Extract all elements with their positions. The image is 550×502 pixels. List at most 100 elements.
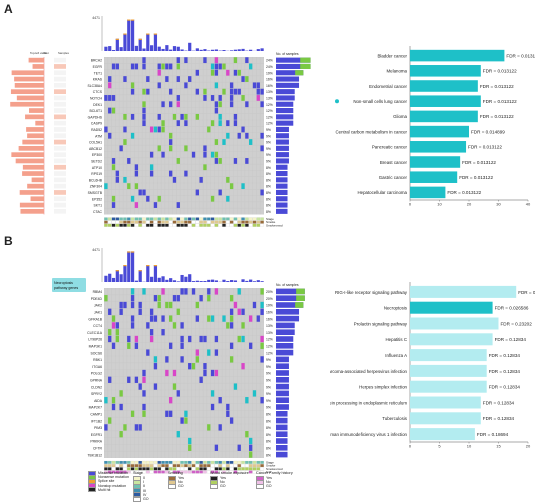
grid-cell	[229, 113, 234, 120]
grid-cell	[130, 101, 135, 108]
grid-cell	[256, 164, 260, 171]
grid-cell	[153, 151, 158, 158]
grid-cell	[115, 95, 119, 101]
grid-cell	[229, 76, 234, 82]
clinical-cell	[123, 223, 127, 227]
grid-cell	[115, 356, 119, 363]
grid-cell	[252, 424, 257, 431]
grid-cell	[165, 139, 169, 145]
mutation-cell	[134, 183, 139, 190]
mutation-cell	[195, 113, 199, 120]
grid-cell	[149, 145, 154, 152]
grid-cell	[252, 295, 257, 302]
grid-cell	[207, 342, 211, 349]
grid-cell	[165, 390, 169, 397]
gene-label: CTAC	[93, 210, 103, 214]
mutation-cell	[172, 295, 177, 302]
grid-cell	[241, 82, 245, 89]
clinical-cell	[134, 470, 139, 474]
tmb-bar	[134, 280, 138, 282]
grid-cell	[207, 208, 211, 215]
grid-cell	[229, 164, 234, 171]
grid-cell	[142, 431, 146, 438]
tmb-bar	[104, 275, 108, 282]
grid-cell	[252, 176, 257, 183]
grid-cell	[108, 126, 112, 133]
grid-cell	[123, 208, 127, 215]
grid-cell	[252, 113, 257, 120]
grid-cell	[111, 335, 116, 343]
mutation-cell	[237, 288, 241, 295]
clinical-cell	[111, 464, 116, 468]
clinical-cell	[168, 470, 173, 474]
grid-cell	[123, 335, 127, 343]
clinical-cell	[119, 220, 123, 224]
grid-cell	[169, 308, 173, 315]
clinical-cell	[126, 464, 131, 468]
grid-cell	[153, 308, 158, 315]
grid-cell	[207, 120, 211, 127]
grid-cell	[153, 424, 158, 431]
mutation-cell	[210, 369, 215, 377]
gene-percent: 8%	[266, 178, 271, 182]
mutation-cell	[115, 329, 119, 336]
clinical-cell	[153, 460, 158, 464]
grid-cell	[252, 139, 257, 145]
grid-cell	[245, 139, 249, 145]
grid-cell	[176, 183, 180, 190]
grid-cell	[218, 145, 222, 152]
gene-percent: 9%	[266, 141, 271, 145]
mutation-cell	[176, 295, 180, 302]
grid-cell	[218, 69, 222, 76]
grid-cell	[191, 107, 196, 114]
grid-cell	[127, 410, 131, 417]
grid-cell	[245, 376, 249, 383]
fdr-label: FDR = 0.12834	[489, 385, 521, 390]
grid-cell	[260, 183, 264, 190]
mutation-cell	[127, 158, 131, 164]
mutation-cell	[214, 444, 219, 451]
grid-cell	[119, 170, 123, 177]
grid-cell	[169, 451, 173, 458]
grid-cell	[195, 164, 199, 171]
grid-cell	[169, 403, 173, 411]
grid-cell	[222, 107, 226, 114]
grid-cell	[127, 424, 131, 431]
grid-cell	[256, 308, 260, 315]
grid-cell	[184, 349, 188, 356]
grid-cell	[104, 431, 108, 438]
category-label: Hepatitis C	[386, 337, 407, 342]
mutation-cell	[157, 82, 161, 89]
grid-cell	[233, 437, 238, 445]
grid-cell	[214, 376, 219, 383]
grid-cell	[191, 349, 196, 356]
mutation-cell	[161, 120, 165, 127]
grid-cell	[123, 295, 127, 302]
fdr-label: FDR = 0.12834	[489, 369, 521, 374]
clinical-cell	[161, 467, 165, 471]
gene-percent: 8%	[266, 413, 271, 417]
cnv-bar	[18, 146, 44, 151]
grid-cell	[169, 417, 173, 424]
grid-cell	[104, 288, 108, 295]
grid-cell	[188, 82, 192, 89]
clinical-cell	[153, 220, 158, 224]
gene-bar	[276, 189, 288, 195]
grid-cell	[249, 356, 253, 363]
mutation-cell	[111, 342, 116, 349]
grid-cell	[229, 208, 234, 215]
grid-cell	[252, 132, 257, 139]
grid-cell	[210, 451, 215, 458]
grid-cell	[226, 390, 230, 397]
grid-cell	[226, 451, 230, 458]
grid-cell	[172, 69, 177, 76]
grid-cell	[245, 189, 249, 196]
grid-cell	[245, 403, 249, 411]
grid-cell	[130, 126, 135, 133]
grid-cell	[165, 145, 169, 152]
grid-cell	[184, 335, 188, 343]
grid-cell	[237, 356, 241, 363]
grid-cell	[249, 369, 253, 377]
mutation-cell	[176, 390, 180, 397]
grid-cell	[123, 383, 127, 390]
